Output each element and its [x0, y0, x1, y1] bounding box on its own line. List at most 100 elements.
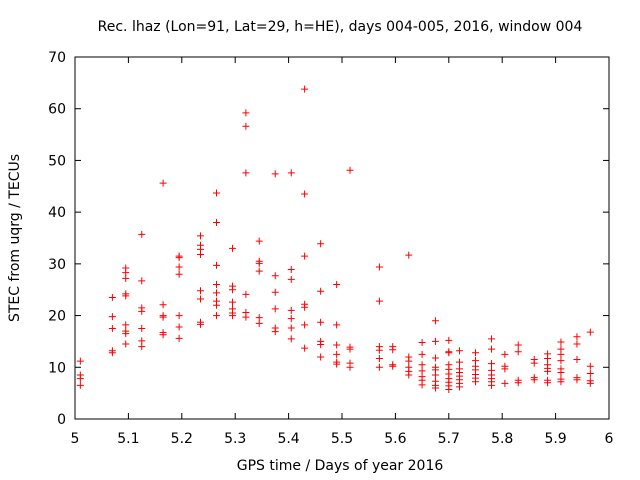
data-point — [213, 312, 221, 320]
data-point — [445, 336, 453, 344]
data-point — [375, 346, 383, 354]
data-point — [229, 244, 237, 252]
data-point — [175, 270, 183, 278]
x-tick-label: 5.2 — [171, 431, 193, 447]
data-point — [213, 289, 221, 297]
data-point — [301, 321, 309, 329]
data-point — [455, 347, 463, 355]
data-point — [418, 338, 426, 346]
data-point — [389, 362, 397, 370]
data-point — [175, 323, 183, 331]
data-point — [488, 335, 496, 343]
data-point — [455, 383, 463, 391]
data-point — [213, 261, 221, 269]
data-point — [557, 378, 565, 386]
data-point — [431, 371, 439, 379]
y-tick-label: 50 — [48, 153, 66, 169]
data-point — [317, 240, 325, 248]
data-point — [196, 320, 204, 328]
x-tick-label: 5.1 — [117, 431, 139, 447]
data-point — [196, 287, 204, 295]
data-point — [138, 277, 146, 285]
data-point — [271, 328, 279, 336]
y-tick-label: 60 — [48, 102, 66, 118]
data-point — [488, 345, 496, 353]
data-point — [242, 169, 250, 177]
x-tick-label: 5.4 — [277, 431, 299, 447]
data-point — [530, 376, 538, 384]
data-point — [287, 266, 295, 274]
data-point — [76, 357, 84, 365]
data-point — [333, 321, 341, 329]
data-point — [346, 345, 354, 353]
data-point — [317, 318, 325, 326]
data-point — [213, 281, 221, 289]
data-point — [501, 365, 509, 373]
data-point — [213, 301, 221, 309]
data-point — [213, 189, 221, 197]
data-point — [242, 109, 250, 117]
y-tick-label: 30 — [48, 257, 66, 273]
data-point — [287, 335, 295, 343]
data-point — [346, 363, 354, 371]
data-point — [455, 358, 463, 366]
data-point — [375, 297, 383, 305]
data-point — [501, 350, 509, 358]
y-tick-label: 20 — [48, 309, 66, 325]
data-point — [242, 290, 250, 298]
data-point — [175, 334, 183, 342]
data-point — [488, 360, 496, 368]
data-point — [287, 324, 295, 332]
x-tick-label: 5.9 — [544, 431, 566, 447]
data-point — [138, 230, 146, 238]
data-point — [317, 287, 325, 295]
data-point — [514, 348, 522, 356]
x-axis-ticks: 5 5.1 5.2 5.3 5.4 5.5 5.6 5.7 5.8 5.9 6 — [71, 57, 614, 447]
data-point — [501, 379, 509, 387]
data-point — [271, 288, 279, 296]
data-point — [159, 331, 167, 339]
data-series-stec — [76, 85, 594, 394]
data-point — [271, 272, 279, 280]
data-point — [544, 367, 552, 375]
data-point — [346, 166, 354, 174]
data-point — [431, 354, 439, 362]
data-point — [405, 251, 413, 259]
data-point — [418, 350, 426, 358]
data-point — [472, 378, 479, 386]
data-point — [287, 315, 295, 323]
y-axis-ticks: 0 10 20 30 40 50 60 70 — [48, 50, 609, 428]
data-point — [301, 252, 309, 260]
y-tick-label: 40 — [48, 205, 66, 221]
y-tick-label: 10 — [48, 360, 66, 376]
x-tick-label: 5 — [71, 431, 80, 447]
data-point — [375, 363, 383, 371]
data-point — [405, 371, 413, 379]
data-point — [586, 379, 594, 387]
data-point — [138, 343, 146, 351]
data-point — [544, 379, 552, 387]
data-point — [287, 306, 295, 314]
data-point — [255, 259, 263, 267]
data-point — [175, 312, 183, 320]
x-axis-title: GPS time / Days of year 2016 — [237, 458, 444, 474]
data-point — [159, 301, 167, 309]
data-point — [317, 341, 325, 349]
data-point — [122, 274, 130, 282]
data-point — [122, 340, 130, 348]
data-point — [242, 313, 250, 321]
data-point — [557, 350, 565, 358]
data-point — [287, 169, 295, 177]
x-tick-label: 6 — [605, 431, 614, 447]
data-point — [573, 376, 581, 384]
y-tick-label: 0 — [57, 412, 66, 428]
y-axis-title: STEC from uqrg / TECUs — [7, 154, 23, 322]
data-point — [122, 321, 130, 329]
data-point — [271, 305, 279, 313]
data-point — [317, 353, 325, 361]
data-point — [196, 251, 204, 259]
data-point — [530, 359, 538, 367]
data-point — [431, 337, 439, 345]
